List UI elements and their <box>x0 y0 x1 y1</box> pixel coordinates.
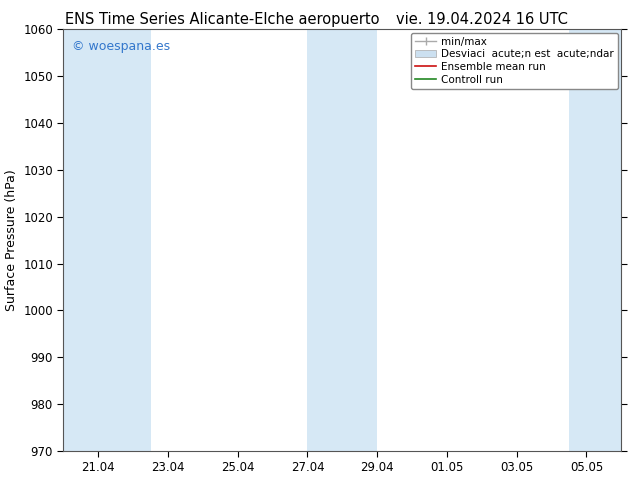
Bar <box>569 29 621 451</box>
Legend: min/max, Desviaci  acute;n est  acute;ndar, Ensemble mean run, Controll run: min/max, Desviaci acute;n est acute;ndar… <box>411 32 618 89</box>
Text: vie. 19.04.2024 16 UTC: vie. 19.04.2024 16 UTC <box>396 12 568 27</box>
Bar <box>307 29 377 451</box>
Bar <box>63 29 150 451</box>
Y-axis label: Surface Pressure (hPa): Surface Pressure (hPa) <box>4 169 18 311</box>
Text: ENS Time Series Alicante-Elche aeropuerto: ENS Time Series Alicante-Elche aeropuert… <box>65 12 379 27</box>
Text: © woespana.es: © woespana.es <box>72 40 170 53</box>
